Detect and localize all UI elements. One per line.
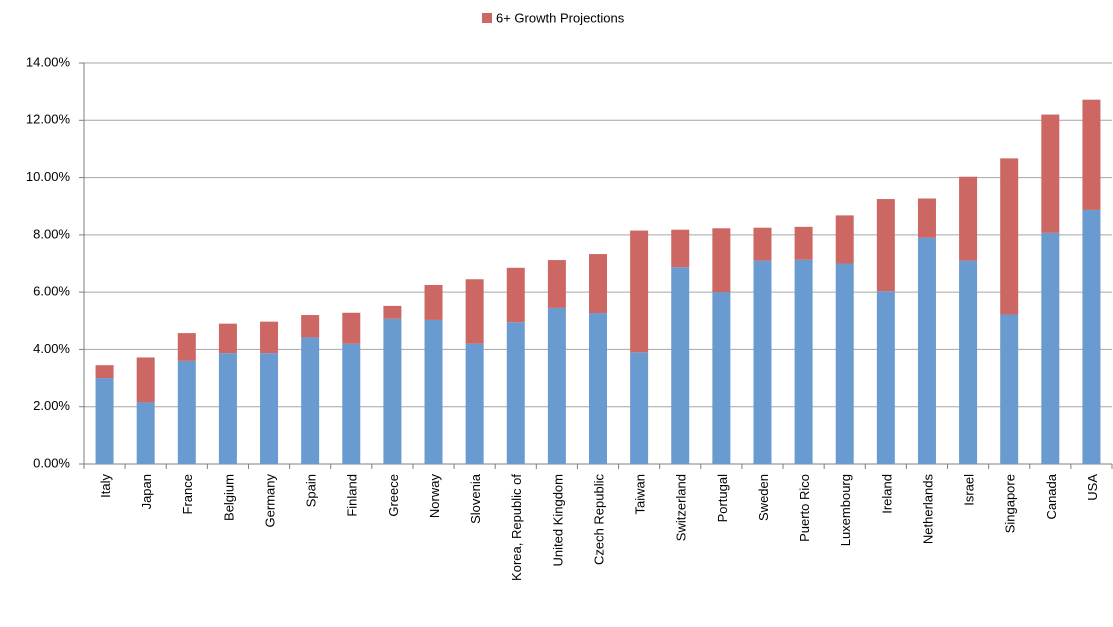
bar-segment (835, 263, 854, 464)
bar-segment (547, 307, 566, 464)
x-tick-label: Finland (345, 474, 360, 517)
bar-segment (95, 365, 114, 379)
bar-segment (95, 378, 114, 464)
bar-segment (794, 259, 813, 464)
x-tick-label: France (180, 474, 195, 514)
x-tick-label: Germany (262, 474, 277, 528)
x-tick-label: Sweden (756, 474, 771, 521)
bar-segment (671, 267, 690, 464)
bar-segment (753, 260, 772, 464)
bar-segment (835, 215, 854, 264)
bar-segment (547, 260, 566, 308)
legend-label: 6+ Growth Projections (496, 10, 625, 25)
bar-segment (218, 353, 237, 464)
bar-segment (1000, 314, 1019, 464)
x-tick-label: Singapore (1003, 474, 1018, 533)
x-tick-label: Switzerland (674, 474, 689, 541)
legend-swatch (482, 13, 492, 23)
x-tick-label: Spain (304, 474, 319, 507)
y-tick-label: 12.00% (26, 112, 71, 127)
x-tick-label: Norway (427, 474, 442, 519)
bar-segment (342, 312, 361, 344)
bar-segment (465, 343, 484, 464)
x-tick-label: Netherlands (920, 474, 935, 545)
bar-segment (136, 357, 155, 403)
x-tick-label: Ireland (879, 474, 894, 514)
bar-segment (917, 198, 936, 238)
x-tick-label: Puerto Rico (797, 474, 812, 542)
bar-segment (1041, 232, 1060, 464)
bar-segment (589, 254, 607, 314)
x-tick-label: Greece (386, 474, 401, 517)
bar-segment (218, 323, 237, 354)
x-tick-label: Luxembourg (838, 474, 853, 546)
y-tick-label: 8.00% (33, 226, 70, 241)
x-tick-label: Taiwan (633, 474, 648, 514)
bar-segment (630, 230, 649, 353)
x-tick-label: Slovenia (468, 473, 483, 524)
bar-segment (917, 237, 936, 464)
x-tick-label: Korea, Republic of (509, 474, 524, 581)
y-tick-label: 4.00% (33, 341, 70, 356)
bar-segment (383, 318, 402, 464)
bar-segment (753, 227, 772, 261)
bar-segment (876, 199, 895, 292)
x-tick-label: Portugal (715, 474, 730, 523)
bar-segment (177, 360, 196, 464)
x-tick-label: Czech Republic (591, 474, 606, 566)
bar-segment (136, 402, 155, 464)
x-tick-label: United Kingdom (550, 474, 565, 567)
bar-segment (424, 284, 443, 320)
bar-segment (1082, 99, 1101, 210)
bar-segment (712, 228, 731, 293)
bar-segment (506, 322, 525, 464)
y-tick-label: 2.00% (33, 398, 70, 413)
x-tick-label: Canada (1044, 473, 1059, 519)
y-tick-label: 0.00% (33, 455, 70, 470)
bar-segment (1041, 114, 1060, 233)
bar-segment (959, 176, 978, 261)
bar-segment (630, 352, 649, 464)
bar-segment (342, 343, 361, 464)
bar-segment (301, 315, 320, 338)
bar-segment (383, 305, 402, 319)
x-tick-label: USA (1085, 474, 1100, 501)
y-tick-label: 14.00% (26, 54, 71, 69)
bar-segment (177, 333, 196, 361)
bar-segment (959, 260, 978, 464)
bar-segment (506, 267, 525, 323)
bar-segment (1082, 209, 1101, 464)
x-tick-label: Belgium (221, 474, 236, 521)
bar-segment (794, 226, 813, 260)
bar-segment (260, 321, 279, 354)
bar-segment (876, 291, 895, 464)
bar-segment (301, 337, 320, 464)
y-tick-label: 10.00% (26, 169, 71, 184)
x-tick-label: Israel (962, 474, 977, 506)
y-tick-label: 6.00% (33, 284, 70, 299)
bar-segment (589, 313, 607, 464)
bar-segment (424, 319, 443, 464)
bar-segment (1000, 158, 1019, 315)
bar-segment (465, 279, 484, 344)
bar-segment (260, 353, 279, 464)
x-tick-label: Japan (139, 474, 154, 509)
bar-segment (671, 229, 690, 268)
bar-segment (712, 292, 731, 464)
x-tick-label: Italy (98, 474, 113, 498)
